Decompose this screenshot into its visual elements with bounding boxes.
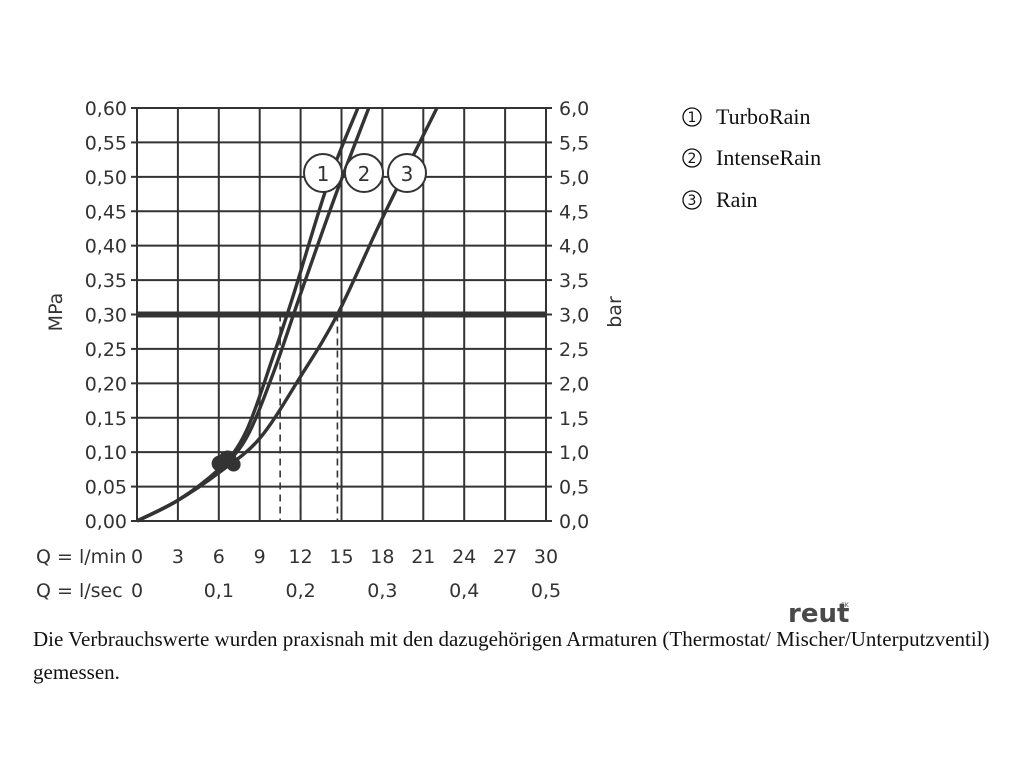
legend-item-rain: 3 Rain [682, 187, 758, 212]
legend-number: 1 [688, 110, 697, 126]
y-tick-label-right: 2,0 [559, 373, 589, 395]
x-tick-label-primary: 3 [172, 546, 184, 568]
curve-label-circle-1 [303, 153, 343, 193]
y-tick-label-left: 0,40 [85, 236, 127, 258]
crossing-guides [279, 314, 339, 521]
operating-point-marker [226, 457, 241, 472]
series-curve-3 [136, 107, 439, 523]
y-tick-label-left: 0,35 [85, 270, 127, 292]
tick-labels: 0,000,050,100,150,200,250,300,350,400,45… [85, 98, 590, 602]
x-tick-label-primary: 0 [131, 546, 143, 568]
y-tick-label-right: 0,0 [559, 511, 589, 533]
y-tick-label-left: 0,00 [85, 511, 127, 533]
curve-label-2: 2 [358, 162, 371, 186]
y-tick-label-right: 2,5 [559, 339, 589, 361]
x-tick-label-secondary: 0 [131, 580, 143, 602]
y-tick-label-left: 0,15 [85, 408, 127, 430]
y-tick-label-left: 0,55 [85, 132, 127, 154]
curve-label-circle-2 [344, 153, 384, 193]
y-tick-label-right: 3,0 [559, 305, 589, 327]
y-tick-label-left: 0,60 [85, 98, 127, 120]
legend-label: IntenseRain [716, 145, 821, 170]
y-tick-label-left: 0,20 [85, 373, 127, 395]
y-axis-label-right: bar [604, 296, 626, 328]
legend: 1 TurboRain 2 IntenseRain 3 Rain [682, 104, 821, 212]
legend-label: Rain [716, 187, 758, 212]
x-axis-label-primary: Q = l/min [36, 546, 126, 568]
y-tick-label-left: 0,05 [85, 477, 127, 499]
y-tick-label-left: 0,25 [85, 339, 127, 361]
x-axis-label-secondary: Q = l/sec [36, 580, 123, 602]
y-tick-label-left: 0,30 [85, 305, 127, 327]
x-tick-label-primary: 21 [411, 546, 435, 568]
legend-number: 3 [688, 193, 697, 209]
x-tick-label-primary: 12 [289, 546, 313, 568]
x-tick-label-primary: 9 [254, 546, 266, 568]
y-tick-label-right: 1,5 [559, 408, 589, 430]
x-tick-label-primary: 24 [452, 546, 476, 568]
x-tick-label-primary: 27 [493, 546, 517, 568]
y-tick-label-right: 5,0 [559, 167, 589, 189]
curve-label-3: 3 [401, 162, 414, 186]
legend-item-turborain: 1 TurboRain [682, 104, 811, 129]
curve-label-1: 1 [317, 162, 330, 186]
y-tick-label-right: 3,5 [559, 270, 589, 292]
measurement-note: Die Verbrauchswerte wurden praxisnah mit… [33, 627, 990, 684]
legend-number-circle [682, 107, 702, 127]
legend-number-circle [682, 190, 702, 210]
x-tick-label-primary: 30 [534, 546, 558, 568]
y-axis-label-left: MPa [45, 293, 67, 332]
curves: 1 2 3 [136, 107, 439, 523]
curve-label-circle-3 [387, 153, 427, 193]
y-tick-label-left: 0,10 [85, 442, 127, 464]
legend-label: TurboRain [716, 104, 811, 129]
legend-number: 2 [688, 151, 697, 167]
x-tick-label-secondary: 0,4 [449, 580, 479, 602]
x-tick-label-secondary: 0,2 [285, 580, 315, 602]
x-tick-label-secondary: 0,5 [531, 580, 561, 602]
x-tick-label-secondary: 0,1 [204, 580, 234, 602]
y-tick-label-right: 6,0 [559, 98, 589, 120]
y-tick-label-right: 1,0 [559, 442, 589, 464]
y-tick-label-right: 5,5 [559, 132, 589, 154]
y-tick-label-right: 0,5 [559, 477, 589, 499]
x-tick-label-primary: 15 [329, 546, 353, 568]
y-tick-label-left: 0,45 [85, 201, 127, 223]
legend-number-circle [682, 148, 702, 168]
brand-superscript: SK [841, 602, 850, 609]
x-tick-label-primary: 6 [213, 546, 225, 568]
y-tick-label-right: 4,0 [559, 236, 589, 258]
x-tick-label-secondary: 0,3 [367, 580, 397, 602]
x-tick-label-primary: 18 [370, 546, 394, 568]
brand-logo: reut SK [788, 599, 850, 629]
y-tick-label-left: 0,50 [85, 167, 127, 189]
brand-text: reut [788, 599, 849, 629]
legend-item-intenserain: 2 IntenseRain [682, 145, 821, 170]
y-tick-label-right: 4,5 [559, 201, 589, 223]
